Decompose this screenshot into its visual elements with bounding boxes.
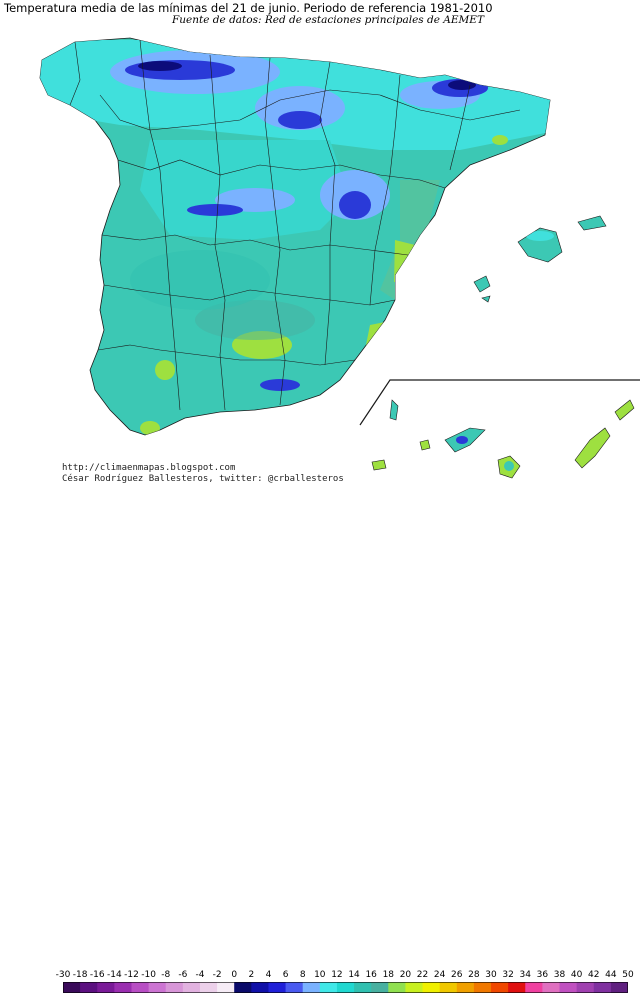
author-credit: César Rodríguez Ballesteros, twitter: @c…: [62, 474, 344, 484]
legend-tick-label: 20: [399, 970, 412, 980]
legend-swatch: [268, 982, 287, 993]
legend-tick-label: -2: [212, 970, 222, 980]
legend-swatch: [610, 982, 628, 993]
island-menorca: [577, 215, 607, 231]
legend-tick-label: 40: [570, 970, 583, 980]
legend-swatch: [456, 982, 475, 993]
island-el-hierro: [371, 459, 387, 471]
balearic-islands: [473, 215, 607, 303]
legend-tick-label: 22: [416, 970, 429, 980]
island-formentera: [481, 295, 491, 303]
legend-swatch: [525, 982, 543, 993]
legend-swatch: [439, 982, 458, 993]
legend-swatch: [285, 982, 304, 993]
province-borders: [69, 39, 521, 411]
canary-islands: [371, 399, 635, 479]
legend-tick-label: 6: [282, 970, 289, 980]
legend-tick-label: 0: [231, 970, 238, 980]
legend-swatch: [114, 982, 132, 993]
legend-swatch: [182, 982, 201, 993]
blog-link[interactable]: http://climaenmapas.blogspot.com: [62, 463, 236, 473]
legend-color-bar: [63, 982, 628, 993]
legend-swatch: [559, 982, 578, 993]
legend-swatch: [131, 982, 150, 993]
legend-tick-label: 38: [553, 970, 566, 980]
legend-swatch: [336, 982, 355, 993]
legend-tick-label: 14: [348, 970, 360, 980]
legend-swatch: [217, 982, 235, 993]
legend-swatch: [165, 982, 184, 993]
legend-tick-label: 2: [248, 970, 255, 980]
legend-swatch: [97, 982, 115, 993]
legend-tick-label: 18: [382, 970, 395, 980]
legend-swatch: [319, 982, 338, 993]
legend-tick-label: 12: [331, 970, 343, 980]
legend-tick-label: 30: [485, 970, 497, 980]
legend-tick-label: -18: [72, 970, 88, 980]
legend-tick-label: 28: [468, 970, 480, 980]
legend-tick-label: -6: [178, 970, 188, 980]
legend-swatch: [234, 982, 252, 993]
legend-swatch: [80, 982, 98, 993]
temperature-legend: -30 -18 -16 -14 -12 -10 -8 -6 -4 -2 0 2 4 6 8 10 12 14 16 1…: [0, 484, 640, 993]
credits: http://climaenmapas.blogspot.com César R…: [62, 463, 344, 485]
legend-tick-label: 36: [536, 970, 549, 980]
temperature-map: [39, 37, 640, 479]
canary-inset-frame: [359, 379, 640, 426]
island-la-palma: [389, 399, 399, 421]
legend-swatch: [422, 982, 441, 993]
legend-swatch: [388, 982, 406, 993]
legend-tick-label: 24: [433, 970, 446, 980]
legend-tick-label: 32: [502, 970, 514, 980]
map-title: Temperatura media de las mínimas del 21 …: [4, 1, 493, 15]
legend-swatch: [593, 982, 612, 993]
legend-tick-label: -16: [89, 970, 105, 980]
data-source-note: Fuente de datos: Red de estaciones princ…: [172, 14, 484, 26]
legend-tick-label: -10: [141, 970, 156, 980]
legend-tick-label: 10: [314, 970, 326, 980]
legend-swatch: [199, 982, 218, 993]
legend-swatch: [371, 982, 389, 993]
legend-labels: -30 -18 -16 -14 -12 -10 -8 -6 -4 -2 0 2 4 6 8 10 12 14 16 1…: [0, 970, 640, 982]
legend-tick-label: 34: [519, 970, 531, 980]
island-ibiza: [473, 275, 491, 293]
legend-tick-label: -4: [195, 970, 205, 980]
legend-swatch: [354, 982, 372, 993]
island-la-gomera: [419, 439, 431, 451]
legend-tick-label: -8: [161, 970, 171, 980]
legend-tick-label: -30: [55, 970, 71, 980]
island-lanzarote: [614, 399, 635, 421]
legend-swatch: [473, 982, 492, 993]
island-fuerteventura: [574, 427, 611, 469]
legend-swatch: [508, 982, 526, 993]
legend-tick-label: 8: [299, 970, 306, 980]
legend-swatch: [576, 982, 595, 993]
legend-swatch: [542, 982, 561, 993]
legend-swatch: [405, 982, 424, 993]
legend-tick-label: -12: [124, 970, 139, 980]
legend-swatch: [251, 982, 269, 993]
legend-tick-label: -14: [107, 970, 122, 980]
legend-tick-label: 26: [451, 970, 463, 980]
legend-tick-label: 50: [622, 970, 634, 980]
legend-swatch: [148, 982, 167, 993]
legend-tick-label: 16: [365, 970, 377, 980]
legend-swatch: [491, 982, 509, 993]
legend-tick-label: 44: [605, 970, 617, 980]
legend-tick-label: 4: [265, 970, 272, 980]
legend-tick-label: 42: [588, 970, 600, 980]
legend-swatch: [63, 982, 81, 993]
legend-swatch: [302, 982, 321, 993]
